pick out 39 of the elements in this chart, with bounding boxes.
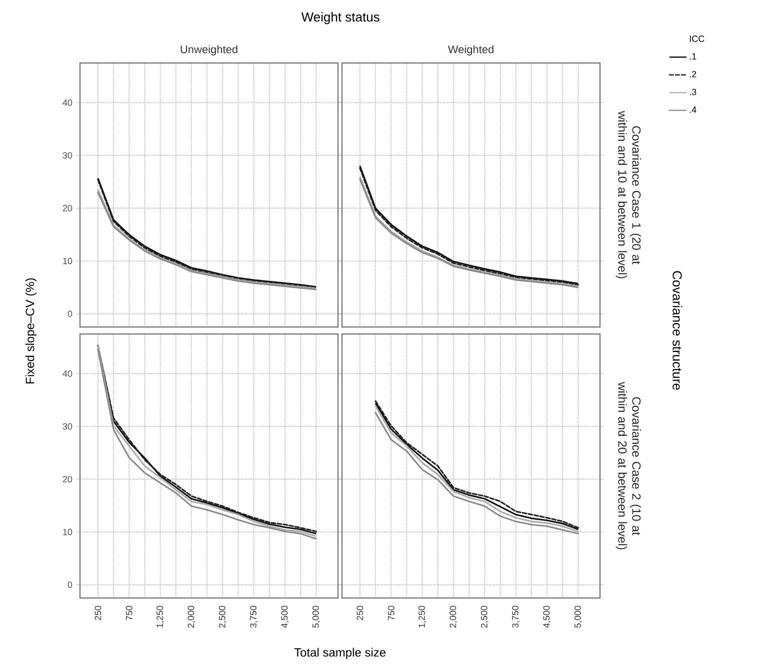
- x-tick-label: 3,750: [512, 606, 520, 628]
- x-tick-label: 1,250: [156, 606, 164, 628]
- text: Weight status: [301, 12, 380, 24]
- y-tick-label: 0: [68, 310, 72, 317]
- chart-title: Weighted: [448, 45, 494, 56]
- y-tick-label: 40: [62, 370, 72, 377]
- x-tick-label: 2,000: [450, 606, 458, 628]
- y2-axis-title: Covariance Case 2 (10 at within and 20 at between level): [616, 382, 641, 550]
- y-tick-label: 10: [63, 258, 72, 264]
- y2-axis-title: Covariance Case 1 (20 at within and 10 at between level): [616, 110, 641, 278]
- y-tick-label: 40: [62, 99, 72, 106]
- x-tick-label: 1,250: [418, 606, 426, 628]
- y-tick-label: 20: [62, 205, 72, 212]
- y-tick-label: 10: [63, 528, 72, 536]
- x-tick-label: 4,500: [543, 606, 551, 628]
- x-tick-label: 250: [356, 606, 364, 620]
- y-tick-label: 0: [68, 582, 72, 588]
- x-axis-title: Total sample size: [294, 648, 386, 660]
- legend-label: .3: [690, 88, 696, 96]
- y-axis-title: Fixed slope–CV (%): [25, 278, 37, 384]
- x-tick-label: 750: [126, 606, 132, 620]
- legend-label: .4: [690, 106, 696, 113]
- x-tick-label: 2,500: [480, 606, 488, 628]
- x-tick-label: 2,000: [188, 606, 196, 628]
- legend-label: .1: [690, 53, 696, 60]
- x-tick-label: 250: [94, 606, 102, 620]
- x-tick-label: 4,500: [281, 606, 289, 628]
- x-tick-label: 3,750: [250, 606, 258, 628]
- x-tick-label: 5,000: [312, 606, 320, 628]
- x-tick-label: 750: [388, 606, 394, 620]
- y-tick-label: 20: [62, 476, 72, 482]
- x-tick-label: 5,000: [574, 606, 582, 628]
- x-tick-label: 2,500: [218, 606, 226, 628]
- y-tick-label: 30: [62, 423, 72, 430]
- chart-title: Unweighted: [180, 45, 238, 56]
- legend-label: .2: [690, 70, 696, 78]
- y-tick-label: 30: [62, 152, 72, 159]
- legend-title: ICC: [690, 36, 704, 42]
- text: Covariance structure: [672, 271, 682, 390]
